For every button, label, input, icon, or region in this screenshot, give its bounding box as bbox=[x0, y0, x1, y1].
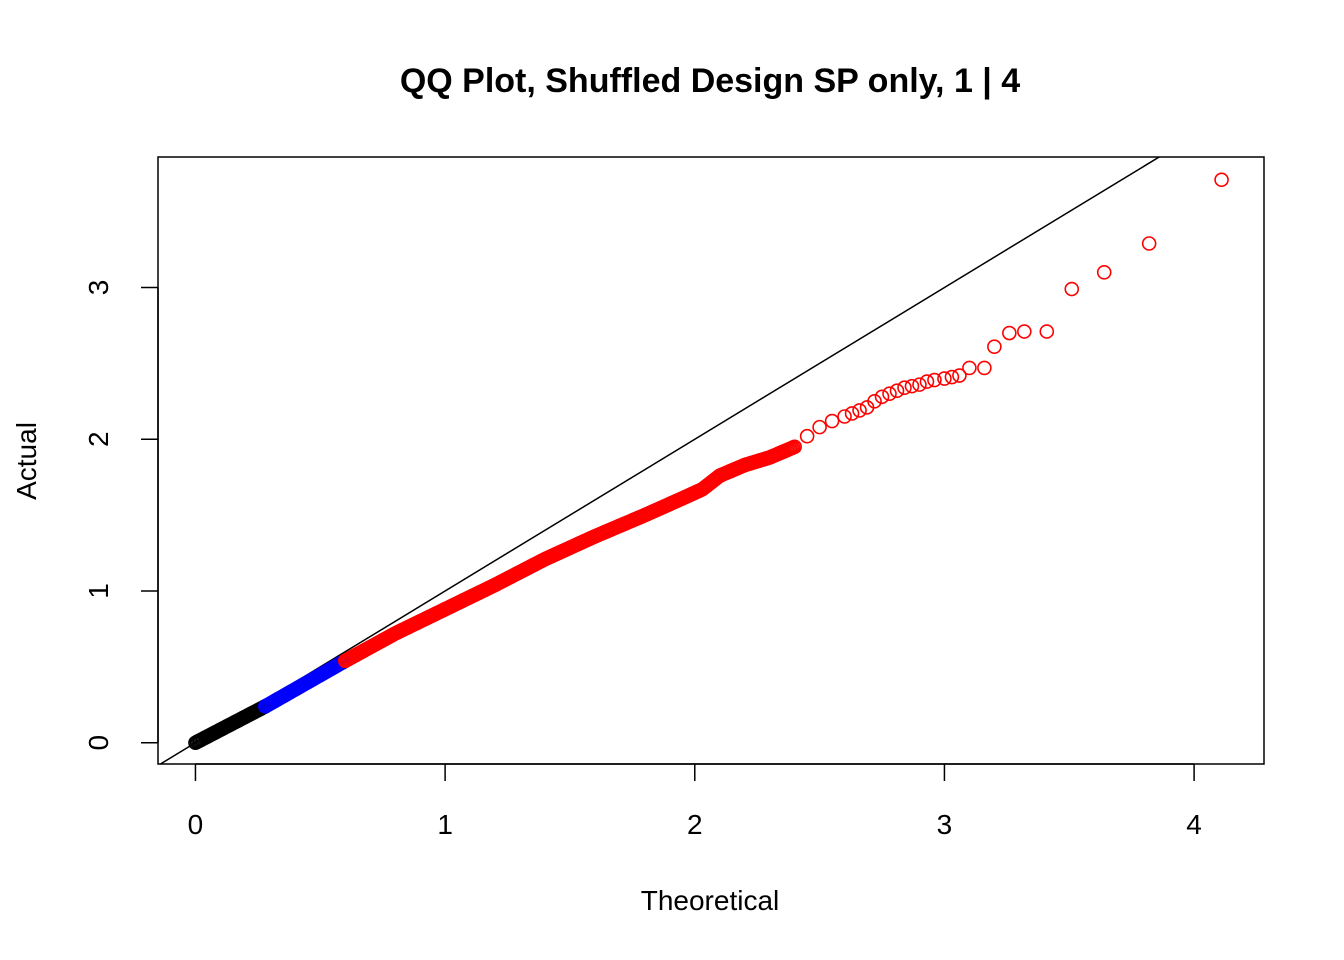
data-point bbox=[889, 383, 905, 398]
data-point bbox=[904, 378, 920, 394]
data-point bbox=[787, 439, 802, 455]
data-point bbox=[1096, 265, 1112, 280]
data-point bbox=[952, 368, 967, 383]
y-tick-label: 2 bbox=[83, 431, 114, 447]
data-point bbox=[1039, 324, 1055, 339]
data-point bbox=[882, 386, 897, 402]
x-tick-label: 1 bbox=[437, 809, 453, 840]
data-point bbox=[1017, 324, 1032, 339]
data-point bbox=[919, 374, 935, 389]
data-point bbox=[987, 339, 1002, 354]
x-axis-label: Theoretical bbox=[641, 885, 780, 916]
data-point bbox=[1002, 325, 1017, 341]
data-point bbox=[927, 372, 942, 388]
x-axis: 0 1 2 3 4 bbox=[188, 763, 1202, 840]
data-point bbox=[977, 360, 992, 376]
series-mid bbox=[258, 653, 353, 714]
data-point bbox=[799, 428, 815, 444]
plot-area bbox=[159, 157, 1229, 764]
data-point bbox=[852, 403, 867, 418]
data-point bbox=[824, 413, 840, 429]
series-low bbox=[188, 699, 273, 751]
data-point bbox=[867, 394, 882, 409]
reference-line bbox=[159, 157, 1161, 764]
y-tick-label: 0 bbox=[83, 735, 114, 751]
series-high bbox=[337, 172, 1229, 669]
x-tick-label: 4 bbox=[1186, 809, 1202, 840]
data-point bbox=[962, 360, 977, 376]
data-point bbox=[1214, 172, 1229, 188]
data-point bbox=[937, 371, 952, 386]
y-axis-label: Actual bbox=[11, 422, 42, 500]
data-point bbox=[912, 377, 927, 392]
data-point bbox=[837, 409, 852, 424]
data-point bbox=[874, 389, 890, 405]
chart-title: QQ Plot, Shuffled Design SP only, 1 | 4 bbox=[400, 62, 1020, 100]
y-tick-label: 3 bbox=[83, 280, 114, 296]
x-tick-label: 3 bbox=[937, 809, 953, 840]
y-tick-label: 1 bbox=[83, 583, 114, 599]
x-tick-label: 0 bbox=[188, 809, 204, 840]
data-point bbox=[1141, 236, 1157, 251]
data-point bbox=[897, 380, 912, 395]
data-point bbox=[944, 369, 960, 385]
x-tick-label: 2 bbox=[687, 809, 703, 840]
data-point bbox=[812, 419, 827, 435]
data-point bbox=[1064, 281, 1080, 297]
data-point bbox=[844, 406, 860, 421]
y-axis: 0 1 2 3 bbox=[83, 280, 159, 751]
